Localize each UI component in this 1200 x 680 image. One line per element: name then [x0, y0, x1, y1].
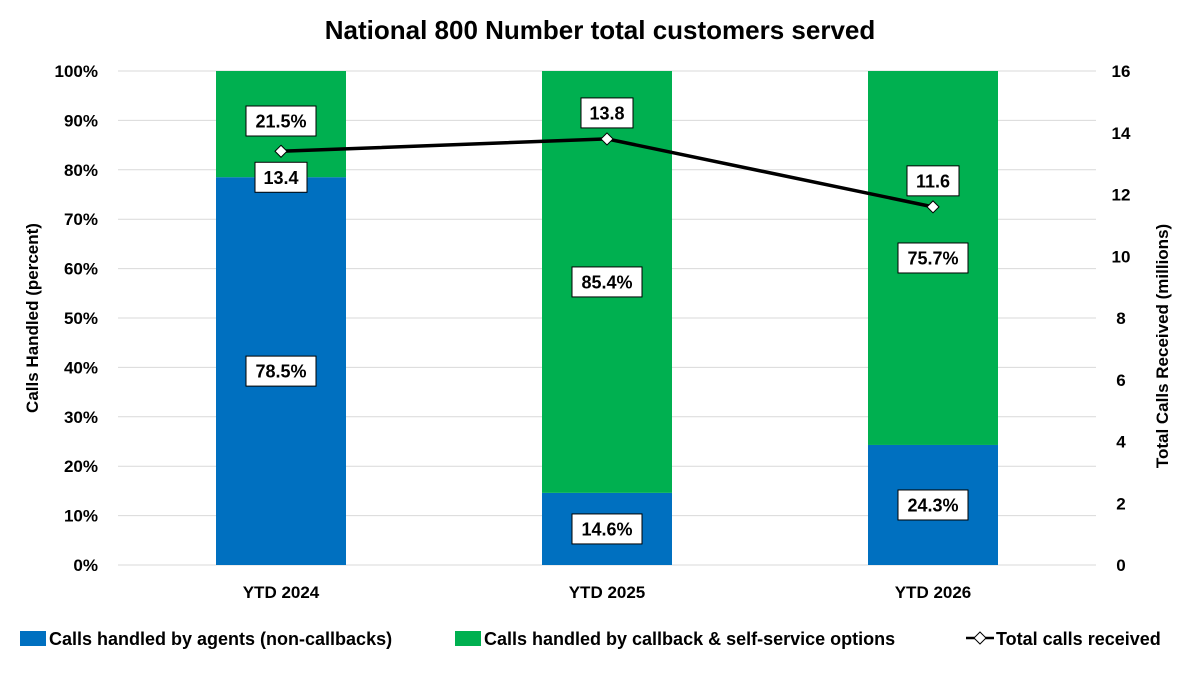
- y2-tick-label: 12: [1112, 186, 1131, 205]
- svg-text:11.6: 11.6: [916, 171, 950, 191]
- y2-tick-label: 0: [1116, 556, 1125, 575]
- legend: Calls handled by agents (non-callbacks) C…: [20, 629, 1161, 649]
- x-tick-label: YTD 2024: [243, 583, 320, 602]
- line-marker: [274, 144, 288, 158]
- legend-label: Total calls received: [996, 629, 1161, 649]
- data-label: 13.4: [254, 161, 308, 193]
- legend-swatch: [20, 631, 46, 646]
- y-tick-label: 20%: [64, 457, 98, 476]
- y-axis-label: Calls Handled (percent): [23, 223, 42, 413]
- data-label: 85.4%: [571, 266, 643, 298]
- data-label: 24.3%: [897, 489, 969, 521]
- data-label: 14.6%: [571, 513, 643, 545]
- data-label: 75.7%: [897, 242, 969, 274]
- x-tick-label: YTD 2025: [569, 583, 646, 602]
- y2-tick-label: 8: [1116, 309, 1125, 328]
- svg-text:13.8: 13.8: [589, 103, 624, 123]
- data-label: 13.8: [580, 97, 634, 129]
- y2-tick-label: 2: [1116, 494, 1125, 513]
- y2-tick-label: 16: [1112, 62, 1131, 81]
- y-tick-label: 0%: [73, 556, 98, 575]
- data-label: 78.5%: [245, 355, 317, 387]
- y2-tick-label: 6: [1116, 371, 1125, 390]
- legend-label: Calls handled by callback & self-service…: [484, 629, 895, 649]
- line-marker: [926, 200, 940, 214]
- y-tick-label: 40%: [64, 358, 98, 377]
- svg-text:13.4: 13.4: [263, 168, 298, 188]
- x-tick-label: YTD 2026: [895, 583, 972, 602]
- y-tick-label: 60%: [64, 260, 98, 279]
- svg-text:24.3%: 24.3%: [907, 495, 958, 515]
- data-label: 21.5%: [245, 105, 317, 137]
- y2-tick-label: 10: [1112, 247, 1131, 266]
- y-tick-label: 100%: [55, 62, 98, 81]
- y-tick-label: 90%: [64, 111, 98, 130]
- legend-item: Calls handled by agents (non-callbacks): [20, 629, 392, 649]
- y-tick-label: 70%: [64, 210, 98, 229]
- y2-tick-label: 4: [1116, 433, 1126, 452]
- legend-item: Total calls received: [966, 629, 1161, 649]
- y2-tick-label: 14: [1112, 124, 1131, 143]
- legend-label: Calls handled by agents (non-callbacks): [49, 629, 392, 649]
- y-tick-label: 80%: [64, 161, 98, 180]
- y-tick-label: 10%: [64, 507, 98, 526]
- svg-text:78.5%: 78.5%: [255, 362, 306, 382]
- legend-swatch: [455, 631, 481, 646]
- y-tick-label: 30%: [64, 408, 98, 427]
- data-label: 11.6: [906, 165, 960, 197]
- chart-title: National 800 Number total customers serv…: [325, 15, 876, 45]
- legend-item: Calls handled by callback & self-service…: [455, 629, 895, 649]
- svg-text:21.5%: 21.5%: [255, 112, 306, 132]
- y2-axis-label: Total Calls Received (millions): [1153, 224, 1172, 468]
- y-tick-label: 50%: [64, 309, 98, 328]
- svg-text:85.4%: 85.4%: [581, 272, 632, 292]
- svg-text:75.7%: 75.7%: [907, 248, 958, 268]
- svg-text:14.6%: 14.6%: [581, 519, 632, 539]
- line-marker: [600, 132, 614, 146]
